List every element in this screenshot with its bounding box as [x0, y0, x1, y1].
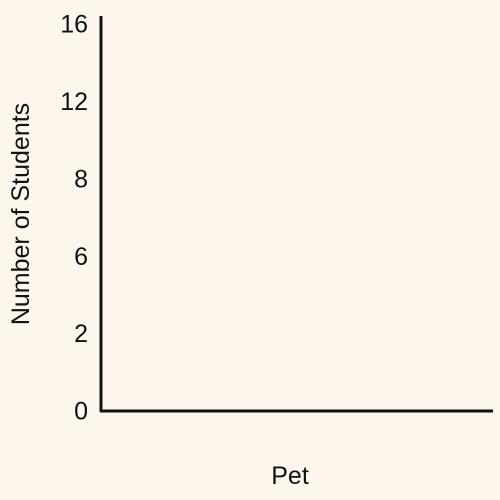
y-tick-label: 0 — [74, 398, 88, 426]
y-tick-label: 12 — [60, 88, 88, 116]
x-axis-title: Pet — [271, 462, 309, 490]
y-axis-ticks: 0 2 6 8 12 16 — [60, 11, 88, 426]
y-tick-label: 2 — [74, 320, 88, 348]
y-tick-label: 6 — [74, 243, 88, 271]
y-tick-label: 16 — [60, 11, 88, 39]
y-axis-title: Number of Students — [7, 103, 35, 325]
y-tick-label: 8 — [74, 165, 88, 193]
